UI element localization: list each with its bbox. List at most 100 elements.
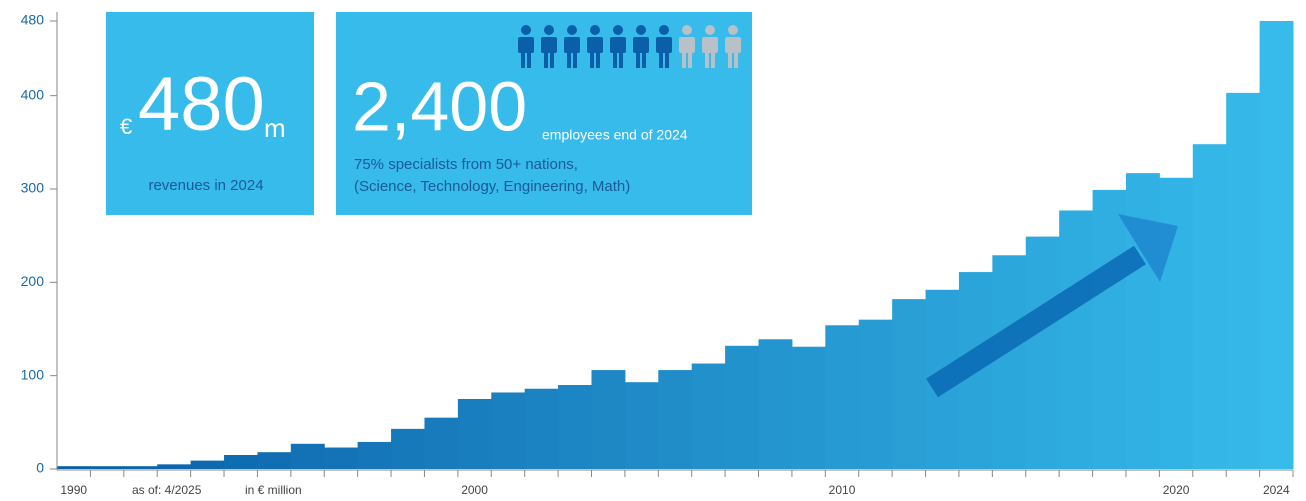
bar bbox=[57, 466, 91, 469]
person-body bbox=[564, 37, 580, 53]
person-leg bbox=[527, 52, 531, 68]
bar bbox=[1192, 144, 1227, 469]
person-leg bbox=[642, 52, 646, 68]
person-leg bbox=[728, 52, 732, 68]
y-tick-label: 100 bbox=[21, 366, 45, 382]
person-leg bbox=[734, 52, 738, 68]
revenue-box bbox=[106, 12, 314, 215]
bar bbox=[791, 346, 826, 469]
bar bbox=[424, 417, 459, 469]
y-tick-label: 300 bbox=[21, 180, 45, 196]
bar bbox=[658, 370, 693, 469]
person-leg bbox=[682, 52, 686, 68]
person-leg bbox=[705, 52, 709, 68]
person-leg bbox=[596, 52, 600, 68]
x-tick-label: 2000 bbox=[461, 483, 488, 497]
bar bbox=[491, 392, 526, 469]
person-head bbox=[682, 25, 692, 35]
person-leg bbox=[590, 52, 594, 68]
revenue-amount: 480 bbox=[138, 62, 265, 147]
bar bbox=[524, 388, 559, 469]
bar bbox=[691, 363, 726, 469]
person-head bbox=[659, 25, 669, 35]
employees-line: (Science, Technology, Engineering, Math) bbox=[354, 178, 630, 195]
person-body bbox=[656, 37, 672, 53]
person-head bbox=[521, 25, 531, 35]
bar bbox=[892, 299, 927, 469]
people-icons bbox=[518, 25, 741, 68]
bar bbox=[1259, 21, 1294, 469]
bar bbox=[1059, 210, 1094, 469]
person-leg bbox=[688, 52, 692, 68]
bar bbox=[457, 399, 492, 469]
person-body bbox=[587, 37, 603, 53]
employees-amount: 2,400 bbox=[352, 67, 527, 145]
bar bbox=[290, 443, 325, 469]
annotation: in € million bbox=[245, 483, 302, 497]
bar bbox=[758, 339, 793, 469]
y-tick-label: 0 bbox=[36, 460, 44, 476]
person-head bbox=[705, 25, 715, 35]
person-leg bbox=[573, 52, 577, 68]
person-head bbox=[636, 25, 646, 35]
bar bbox=[624, 382, 659, 469]
person-leg bbox=[567, 52, 571, 68]
bar bbox=[825, 325, 860, 469]
bar bbox=[391, 428, 425, 469]
person-leg bbox=[665, 52, 669, 68]
bar bbox=[190, 460, 225, 469]
person-body bbox=[633, 37, 649, 53]
person-head bbox=[613, 25, 623, 35]
person-head bbox=[590, 25, 600, 35]
bar bbox=[725, 345, 760, 469]
person-leg bbox=[636, 52, 640, 68]
person-leg bbox=[521, 52, 525, 68]
arrow-head bbox=[1118, 214, 1178, 282]
bar bbox=[992, 255, 1027, 469]
bar bbox=[858, 319, 893, 469]
bar bbox=[1159, 177, 1194, 470]
y-tick-label: 400 bbox=[21, 86, 45, 102]
y-tick-label: 200 bbox=[21, 273, 45, 289]
bar bbox=[558, 385, 592, 469]
bar bbox=[157, 464, 192, 469]
currency: € bbox=[120, 114, 132, 139]
bar bbox=[1092, 189, 1127, 469]
y-tick-label: 480 bbox=[21, 12, 45, 28]
revenue-caption: revenues in 2024 bbox=[148, 177, 263, 194]
person-body bbox=[679, 37, 695, 53]
bar bbox=[324, 447, 359, 469]
person-body bbox=[518, 37, 534, 53]
person-head bbox=[567, 25, 577, 35]
employees-caption: employees end of 2024 bbox=[542, 127, 688, 143]
bar bbox=[257, 452, 292, 469]
bar bbox=[357, 441, 392, 469]
person-leg bbox=[619, 52, 623, 68]
bars bbox=[57, 21, 1294, 470]
bar bbox=[90, 466, 125, 469]
x-tick-label: 2024 bbox=[1263, 483, 1290, 497]
x-tick-label: 2010 bbox=[829, 483, 856, 497]
person-leg bbox=[613, 52, 617, 68]
person-leg bbox=[711, 52, 715, 68]
employees-line: 75% specialists from 50+ nations, bbox=[354, 156, 578, 173]
arrow-shaft bbox=[926, 245, 1146, 398]
bar bbox=[123, 466, 158, 469]
bar bbox=[1226, 92, 1261, 469]
person-body bbox=[702, 37, 718, 53]
person-leg bbox=[659, 52, 663, 68]
bar bbox=[591, 370, 626, 469]
person-body bbox=[610, 37, 626, 53]
person-head bbox=[728, 25, 738, 35]
person-leg bbox=[544, 52, 548, 68]
trend-arrow bbox=[926, 214, 1178, 398]
bar bbox=[1025, 236, 1060, 469]
x-tick-label: 1990 bbox=[60, 483, 87, 497]
person-leg bbox=[550, 52, 554, 68]
x-tick-label: 2020 bbox=[1163, 483, 1190, 497]
person-head bbox=[544, 25, 554, 35]
revenue-unit: m bbox=[264, 113, 286, 143]
person-body bbox=[725, 37, 741, 53]
annotation: as of: 4/2025 bbox=[132, 483, 202, 497]
